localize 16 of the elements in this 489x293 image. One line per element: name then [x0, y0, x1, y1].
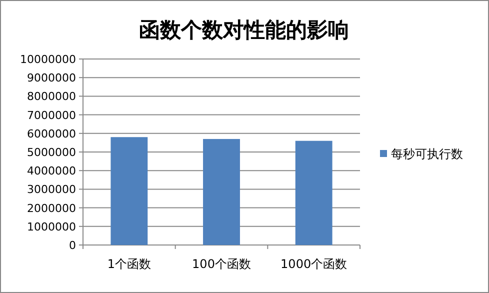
y-tick-label: 5000000: [27, 146, 76, 159]
y-tick-label: 7000000: [27, 108, 76, 122]
x-tick-label: 1个函数: [107, 257, 151, 271]
y-tick-label: 4000000: [27, 164, 76, 178]
y-tick-label: 1000000: [27, 220, 76, 234]
y-tick-label: 0: [69, 239, 76, 252]
chart-title: 函数个数对性能的影响: [139, 17, 349, 42]
y-tick-label: 3000000: [27, 183, 76, 196]
y-tick-label: 6000000: [27, 127, 76, 140]
legend-label: 每秒可执行数: [391, 147, 463, 161]
y-tick-label: 10000000: [20, 53, 76, 66]
x-tick-label: 100个函数: [192, 257, 251, 271]
x-tick-label: 1000个函数: [280, 257, 348, 271]
y-tick-label: 9000000: [27, 72, 76, 85]
y-tick-label: 2000000: [27, 202, 76, 215]
y-tick-label: 8000000: [27, 90, 76, 104]
